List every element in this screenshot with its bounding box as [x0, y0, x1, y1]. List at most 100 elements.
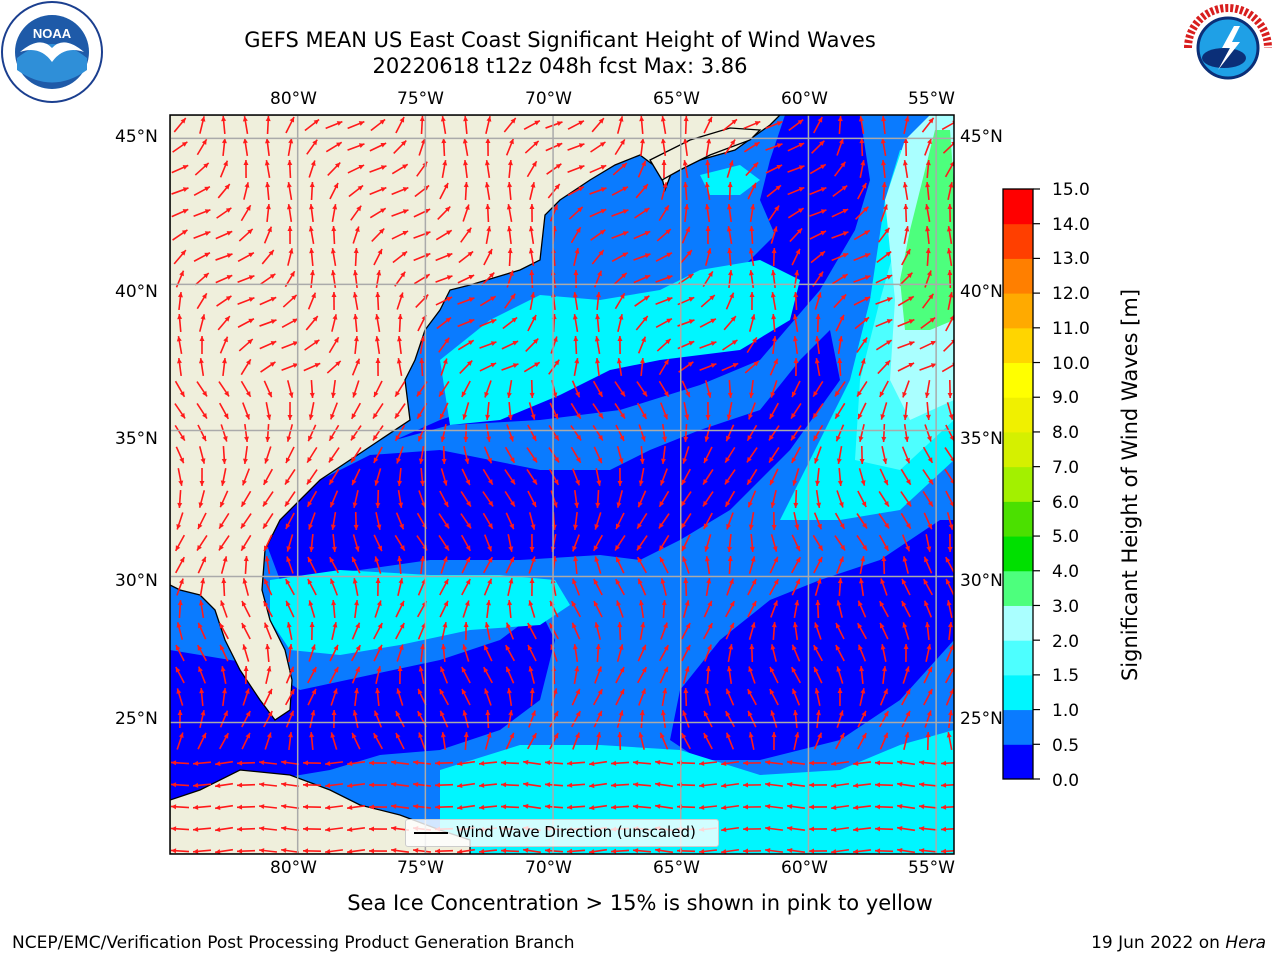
wind-arrow — [858, 115, 865, 135]
wind-arrow — [368, 848, 388, 854]
wind-arrow — [440, 468, 448, 486]
wind-arrow — [947, 533, 953, 553]
wind-arrow — [434, 760, 454, 766]
wind-arrow — [526, 447, 538, 463]
wind-arrow — [836, 445, 843, 465]
wind-arrow — [196, 381, 208, 397]
wind-arrow — [218, 402, 230, 420]
wind-arrow — [506, 379, 513, 399]
chart-subtitle-forecast: 20220618 t12z 048h fcst Max: 3.86 — [372, 54, 748, 78]
wind-arrow — [242, 468, 250, 486]
wind-arrow — [903, 643, 909, 663]
wind-arrow — [285, 666, 295, 684]
wind-arrow — [193, 209, 211, 217]
wind-arrow — [243, 555, 249, 575]
wind-arrow — [435, 275, 453, 283]
wind-arrow — [394, 403, 406, 419]
wind-arrow — [240, 380, 252, 398]
wind-arrow — [616, 710, 624, 728]
wind-arrow — [259, 319, 277, 327]
wind-arrow — [918, 826, 938, 832]
wind-arrow — [396, 292, 404, 310]
wind-arrow — [746, 447, 758, 463]
wind-arrow — [419, 357, 425, 377]
wind-arrow — [440, 731, 447, 751]
wind-arrow — [617, 621, 623, 641]
wind-arrow — [438, 381, 450, 397]
wind-arrow — [617, 335, 623, 355]
wind-arrow — [658, 380, 670, 398]
wind-arrow — [391, 163, 409, 175]
wind-arrow — [462, 644, 470, 662]
wind-arrow — [919, 340, 937, 350]
lat-tick-left: 25°N — [115, 709, 158, 729]
wind-arrow — [900, 491, 912, 507]
wind-arrow — [770, 600, 778, 618]
wind-arrow — [544, 760, 564, 766]
wind-arrow — [787, 186, 805, 196]
wind-arrow — [522, 803, 542, 810]
wind-arrow — [258, 782, 278, 788]
wind-arrow — [309, 247, 315, 267]
wind-arrow — [218, 732, 230, 750]
wind-arrow — [747, 490, 757, 508]
wind-direction-arrows — [170, 115, 954, 854]
wind-arrow — [236, 848, 256, 854]
wind-arrow — [526, 160, 538, 178]
wind-arrow — [680, 491, 692, 507]
wind-arrow — [528, 556, 536, 574]
wind-arrow — [329, 644, 339, 662]
wind-arrow — [242, 137, 249, 157]
wind-arrow — [483, 578, 493, 596]
wind-arrow — [171, 208, 189, 218]
wind-arrow — [216, 207, 232, 219]
wind-arrow — [616, 490, 624, 508]
wind-arrow — [172, 141, 188, 153]
wind-arrow — [434, 848, 454, 854]
wind-arrow — [743, 141, 761, 153]
wind-arrow — [680, 513, 692, 529]
wind-arrow — [175, 446, 185, 464]
wind-arrow — [259, 296, 277, 306]
wind-arrow — [724, 446, 736, 464]
wind-arrow — [529, 182, 536, 200]
wind-arrow — [482, 512, 494, 530]
wind-arrow — [918, 804, 938, 810]
wind-arrow — [833, 293, 847, 309]
wind-arrow — [588, 848, 608, 854]
wind-arrow — [372, 403, 384, 419]
wind-arrow — [309, 621, 315, 641]
wind-arrow — [879, 600, 889, 618]
wind-arrow — [924, 379, 931, 399]
wind-arrow — [748, 402, 756, 420]
wind-arrow — [306, 490, 318, 508]
wind-arrow — [285, 600, 295, 618]
wind-arrow — [435, 229, 453, 241]
wind-arrow — [214, 760, 234, 767]
wind-arrow — [947, 621, 953, 641]
wind-arrow — [570, 425, 582, 441]
wind-arrow — [328, 556, 340, 574]
lat-tick-right: 35°N — [960, 429, 1003, 449]
wind-arrow — [814, 688, 821, 706]
wind-arrow — [374, 600, 382, 618]
wind-arrow — [770, 291, 777, 311]
wind-arrow — [390, 781, 410, 788]
wind-arrow — [198, 490, 206, 508]
wind-arrow — [329, 666, 339, 684]
wind-arrow — [831, 273, 849, 285]
wind-arrow — [724, 710, 736, 728]
wind-arrow — [903, 203, 909, 223]
wind-arrow — [412, 804, 432, 810]
wind-arrow — [397, 555, 403, 575]
wind-arrow — [940, 826, 954, 832]
wind-arrow — [264, 159, 271, 179]
wind-arrow — [923, 556, 933, 574]
wind-arrow — [764, 826, 784, 831]
wind-arrow — [654, 847, 674, 854]
wind-arrow — [352, 380, 360, 398]
wind-arrow — [463, 423, 469, 443]
footer-date: 19 Jun 2022 on Hera — [1091, 933, 1266, 953]
wind-arrow — [196, 138, 208, 156]
wind-arrow — [925, 159, 931, 179]
